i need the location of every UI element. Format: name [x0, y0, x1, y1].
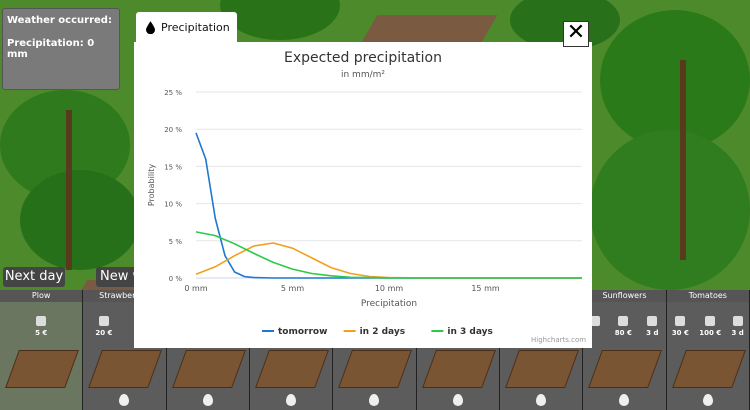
weather-title: Weather occurred:	[7, 15, 112, 26]
tab-precipitation[interactable]: Precipitation	[136, 12, 237, 43]
price-tag-icon	[590, 316, 601, 326]
close-button[interactable]: ✕	[563, 21, 589, 47]
tree	[220, 0, 340, 40]
tree-trunk	[680, 60, 686, 260]
shop-item[interactable]: Plow 5 €	[0, 290, 84, 410]
water-drop-icon	[702, 394, 713, 406]
crop-field-icon	[588, 350, 663, 388]
water-drop-icon	[146, 21, 155, 34]
x-tick-label: 5 mm	[281, 284, 304, 293]
water-drop-icon	[536, 394, 547, 406]
price-label: 100 €	[699, 316, 721, 337]
price-label: 3 d	[731, 316, 744, 337]
tree	[20, 170, 140, 270]
tree	[590, 130, 750, 290]
x-tick-label: 10 mm	[375, 284, 404, 293]
y-tick-label: 25 %	[164, 89, 182, 97]
price-label: 30 €	[672, 316, 689, 337]
legend-item: in 2 days	[360, 327, 405, 337]
next-day-button[interactable]: Next day	[3, 267, 65, 287]
shop-item-name: Sunflowers	[583, 290, 666, 302]
price-row: 80 € 3 d	[583, 316, 665, 337]
price-label	[590, 316, 601, 337]
precipitation-modal	[134, 42, 592, 348]
crop-field-icon	[171, 350, 246, 388]
crop-field-icon	[5, 350, 80, 388]
water-drop-icon	[369, 394, 380, 406]
chart-credit[interactable]: Highcharts.com	[531, 336, 587, 344]
y-tick-label: 0 %	[169, 275, 183, 283]
x-tick-label: 0 mm	[184, 284, 207, 293]
price-label: 20 €	[95, 316, 112, 337]
series-line	[195, 231, 582, 279]
shop-item-name: Plow	[0, 290, 83, 302]
price-label: 5 €	[35, 316, 47, 337]
crop-field-icon	[338, 350, 413, 388]
crop-field-icon	[88, 350, 163, 388]
legend-item: in 3 days	[447, 327, 492, 337]
water-drop-icon	[452, 394, 463, 406]
y-axis-label: Probability	[147, 164, 156, 207]
water-drop-icon	[119, 394, 130, 406]
series-line	[195, 132, 582, 279]
series-line	[195, 242, 582, 279]
shop-item-name: Tomatoes	[666, 290, 749, 302]
shop-item[interactable]: Sunflowers 80 € 3 d	[583, 290, 667, 410]
crop-field-icon	[671, 350, 746, 388]
price-label: 80 €	[615, 316, 632, 337]
water-drop-icon	[202, 394, 213, 406]
weather-precipitation: Precipitation: 0 mm	[7, 38, 95, 60]
tree-trunk	[66, 110, 72, 270]
crop-field-icon	[505, 350, 580, 388]
chart-subtitle: in mm/m²	[340, 70, 385, 80]
shop-item-body: 5 €	[0, 302, 83, 410]
shop-item-body: 80 € 3 d	[583, 302, 666, 410]
x-tick-label: 15 mm	[471, 284, 500, 293]
y-tick-label: 5 %	[169, 238, 183, 246]
new-button[interactable]: New w	[96, 267, 136, 287]
price-tag-icon	[675, 316, 686, 326]
weather-panel: Weather occurred: Precipitation: 0 mm	[2, 8, 120, 90]
crop-field-icon	[421, 350, 496, 388]
price-tag-icon	[732, 316, 743, 326]
precipitation-chart: 0 % 5 % 10 % 15 % 20 % 25 % 0 mm 5 mm 10 mm 15 mm…	[147, 89, 582, 337]
x-axis-label: Precipitation	[361, 299, 417, 309]
shop-item[interactable]: Tomatoes 30 € 100 € 3 d	[666, 290, 750, 410]
water-drop-icon	[286, 394, 297, 406]
tree	[600, 10, 750, 150]
tab-label: Precipitation	[161, 21, 230, 34]
price-row: 5 €	[0, 316, 82, 337]
price-tag-icon	[647, 316, 658, 326]
price-tag-icon	[705, 316, 716, 326]
y-tick-label: 15 %	[164, 163, 182, 171]
water-drop-icon	[619, 394, 630, 406]
price-tag-icon	[98, 316, 109, 326]
legend-item: tomorrow	[278, 327, 327, 337]
price-row: 30 € 100 € 3 d	[667, 316, 749, 337]
y-tick-label: 20 %	[164, 126, 182, 134]
price-label: 3 d	[646, 316, 659, 337]
shop-item-body: 30 € 100 € 3 d	[666, 302, 749, 410]
chart-title: Expected precipitation	[284, 50, 442, 66]
crop-field-icon	[255, 350, 330, 388]
price-tag-icon	[36, 316, 47, 326]
y-tick-label: 10 %	[164, 201, 182, 209]
price-tag-icon	[618, 316, 629, 326]
